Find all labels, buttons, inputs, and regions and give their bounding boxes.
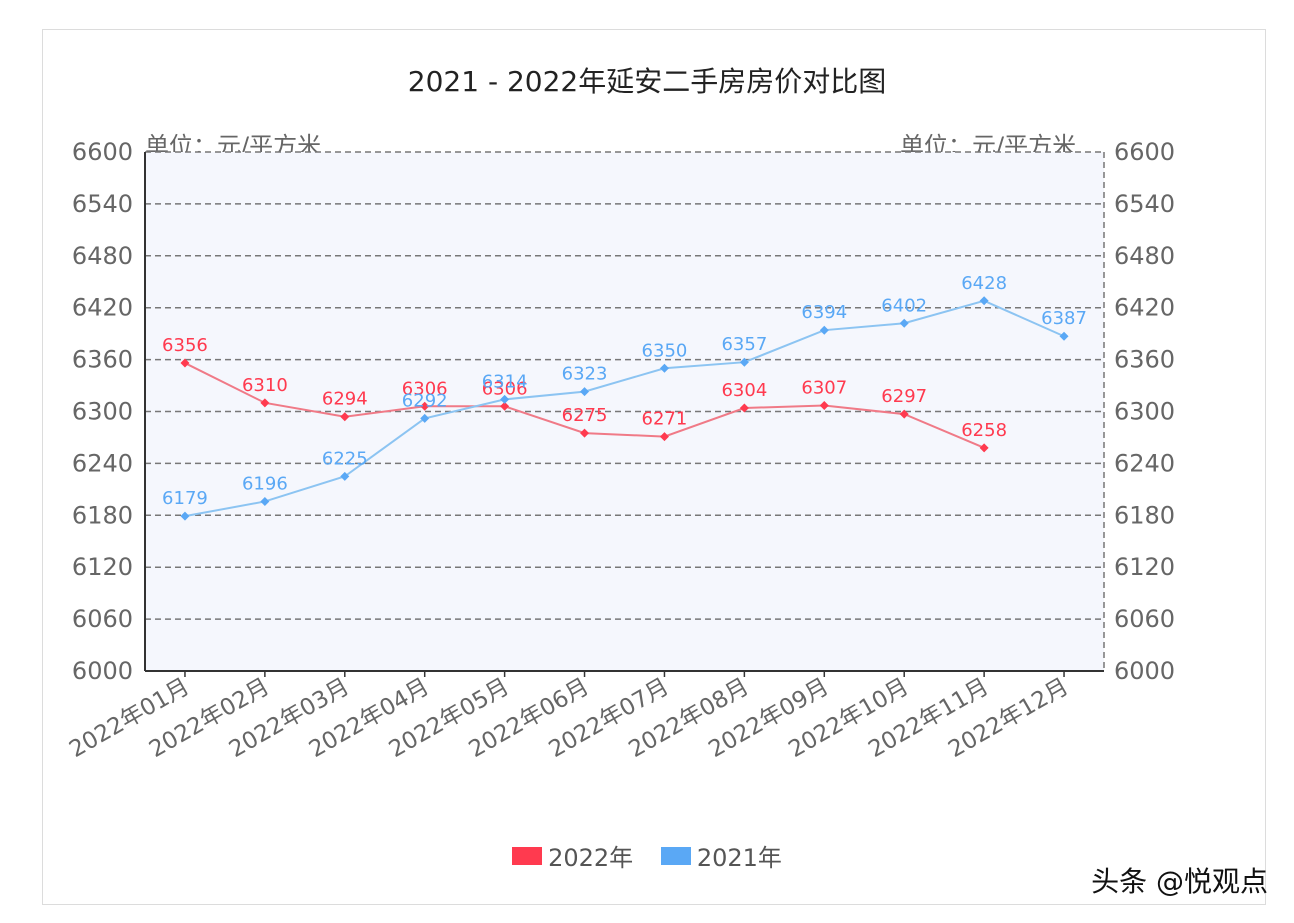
- data-point: [180, 358, 190, 368]
- data-label: 6196: [242, 473, 288, 494]
- y-tick-label-left: 6120: [72, 553, 133, 581]
- y-tick-label-right: 6240: [1114, 449, 1175, 477]
- chart-title: 2021 - 2022年延安二手房房价对比图: [407, 65, 887, 98]
- y-tick-label-right: 6300: [1114, 398, 1175, 426]
- data-point: [420, 401, 430, 411]
- data-label: 6350: [642, 340, 688, 361]
- data-label: 6297: [881, 386, 927, 407]
- y-tick-label-left: 6540: [72, 190, 133, 218]
- y-tick-label-left: 6180: [72, 501, 133, 529]
- data-point: [580, 428, 590, 438]
- legend-swatch-2021: [660, 846, 691, 865]
- data-point: [819, 325, 829, 335]
- legend-item-2021[interactable]: 2021年: [660, 838, 782, 873]
- data-point: [420, 413, 430, 423]
- data-label: 6275: [562, 405, 608, 426]
- data-label: 6271: [642, 409, 688, 430]
- legend-label-2021: 2021年: [696, 844, 782, 872]
- data-point: [340, 412, 350, 422]
- y-tick-label-left: 6420: [72, 294, 133, 322]
- data-label: 6323: [562, 364, 608, 385]
- data-point: [659, 432, 669, 442]
- data-label: 6387: [1041, 308, 1087, 329]
- data-point: [659, 363, 669, 373]
- y-tick-label-right: 6120: [1114, 553, 1175, 581]
- watermark-text: 头条 @悦观点: [1091, 865, 1268, 898]
- y-tick-label-right: 6600: [1114, 138, 1175, 166]
- data-point: [739, 403, 749, 413]
- data-label: 6306: [482, 378, 528, 399]
- data-point: [340, 471, 350, 481]
- data-point: [1059, 331, 1069, 341]
- data-label: 6402: [881, 295, 927, 316]
- data-point: [819, 400, 829, 410]
- data-point: [500, 401, 510, 411]
- data-label: 6310: [242, 375, 288, 396]
- data-label: 6258: [961, 420, 1007, 441]
- y-tick-label-left: 6480: [72, 242, 133, 270]
- legend-label-2022: 2022年: [548, 844, 634, 872]
- y-tick-label-right: 6540: [1114, 190, 1175, 218]
- data-point: [260, 398, 270, 408]
- y-tick-label-left: 6300: [72, 398, 133, 426]
- data-point: [180, 511, 190, 521]
- data-label: 6304: [721, 380, 767, 401]
- data-label: 6225: [322, 448, 368, 469]
- legend-swatch-2022: [512, 846, 543, 865]
- legend: 2022年 2021年: [0, 838, 1294, 873]
- y-tick-label-left: 6240: [72, 449, 133, 477]
- data-point: [979, 296, 989, 306]
- series-line-2021年: [184, 299, 1065, 518]
- data-label: 6292: [402, 390, 448, 411]
- y-tick-label-right: 6480: [1114, 242, 1175, 270]
- y-tick-label-left: 6600: [72, 138, 133, 166]
- data-label: 6357: [721, 334, 767, 355]
- data-point: [580, 387, 590, 397]
- data-point: [979, 443, 989, 453]
- data-label: 6394: [801, 302, 847, 323]
- data-point: [899, 409, 909, 419]
- data-point: [260, 496, 270, 506]
- y-tick-label-left: 6060: [72, 605, 133, 633]
- data-point: [500, 394, 510, 404]
- data-point: [899, 318, 909, 328]
- data-point: [739, 357, 749, 367]
- data-label: 6179: [162, 488, 208, 509]
- data-label: 6307: [801, 377, 847, 398]
- y-tick-label-left: 6000: [72, 657, 133, 685]
- data-label: 6356: [162, 335, 208, 356]
- data-label: 6314: [482, 371, 528, 392]
- y-tick-label-left: 6360: [72, 346, 133, 374]
- y-tick-label-right: 6360: [1114, 346, 1175, 374]
- data-label: 6306: [402, 378, 448, 399]
- legend-item-2022[interactable]: 2022年: [512, 838, 633, 873]
- plot-background: [145, 152, 1104, 671]
- y-tick-label-right: 6420: [1114, 294, 1175, 322]
- data-label: 6294: [322, 389, 368, 410]
- y-tick-label-right: 6180: [1114, 501, 1175, 529]
- y-tick-label-right: 6000: [1114, 657, 1175, 685]
- y-tick-label-right: 6060: [1114, 605, 1175, 633]
- data-label: 6428: [961, 273, 1007, 294]
